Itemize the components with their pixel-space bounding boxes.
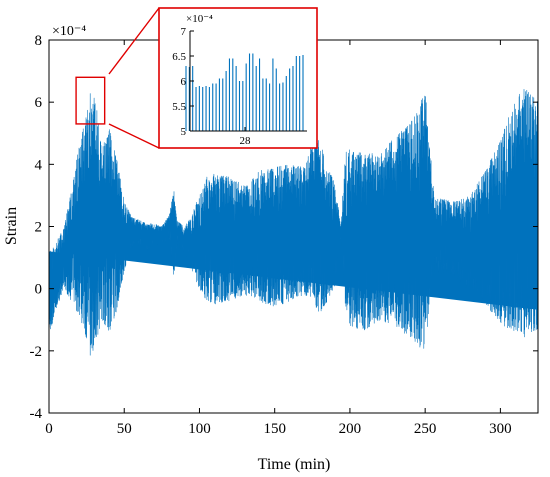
main-x-ticks: 0 50 100 150 200 250 300 [45, 40, 512, 437]
y-tick-label: -2 [30, 344, 43, 360]
y-tick-label: 4 [35, 157, 43, 173]
inset-exponent-label: ×10⁻⁴ [186, 13, 213, 25]
x-tick-label: 150 [263, 421, 286, 437]
x-tick-label: 50 [117, 421, 132, 437]
main-exponent-label: ×10⁻⁴ [52, 24, 86, 39]
x-tick-label: 250 [414, 421, 437, 437]
main-plot: 0 50 100 150 200 250 300 -4 -2 0 2 4 6 8 ×10⁻⁴ Time … [3, 7, 539, 473]
zoom-connector-top [108, 7, 160, 75]
y-tick-label: 8 [35, 33, 43, 49]
zoom-connector-bottom [108, 123, 160, 149]
y-tick-label: 0 [35, 282, 43, 298]
inset-y-tick-label: 7 [181, 26, 187, 38]
inset-y-tick-label: 6.5 [172, 51, 186, 63]
x-tick-label: 0 [45, 421, 53, 437]
y-tick-label: 2 [35, 220, 43, 236]
inset-y-tick-label: 6 [181, 76, 187, 88]
y-axis-label: Strain [3, 207, 20, 245]
main-y-ticks: -4 -2 0 2 4 6 8 [30, 33, 538, 422]
inset-y-tick-label: 5 [181, 126, 187, 138]
inset-frame [158, 7, 318, 149]
zoom-box [75, 76, 106, 125]
x-tick-label: 100 [188, 421, 211, 437]
inset-y-ticks: 5 5.5 6 6.5 7 [172, 26, 246, 138]
inset-y-tick-label: 5.5 [172, 101, 186, 113]
strain-series [48, 89, 539, 356]
inset-x-tick-label: 28 [240, 135, 252, 147]
y-tick-label: -4 [30, 406, 43, 422]
x-tick-label: 200 [339, 421, 362, 437]
x-axis-label: Time (min) [258, 456, 331, 473]
x-tick-label: 300 [489, 421, 512, 437]
inset-plot: 5 5.5 6 6.5 7 ×10⁻⁴ 28 [158, 7, 318, 149]
y-tick-label: 6 [35, 95, 43, 111]
inset-spike-series [185, 53, 304, 131]
